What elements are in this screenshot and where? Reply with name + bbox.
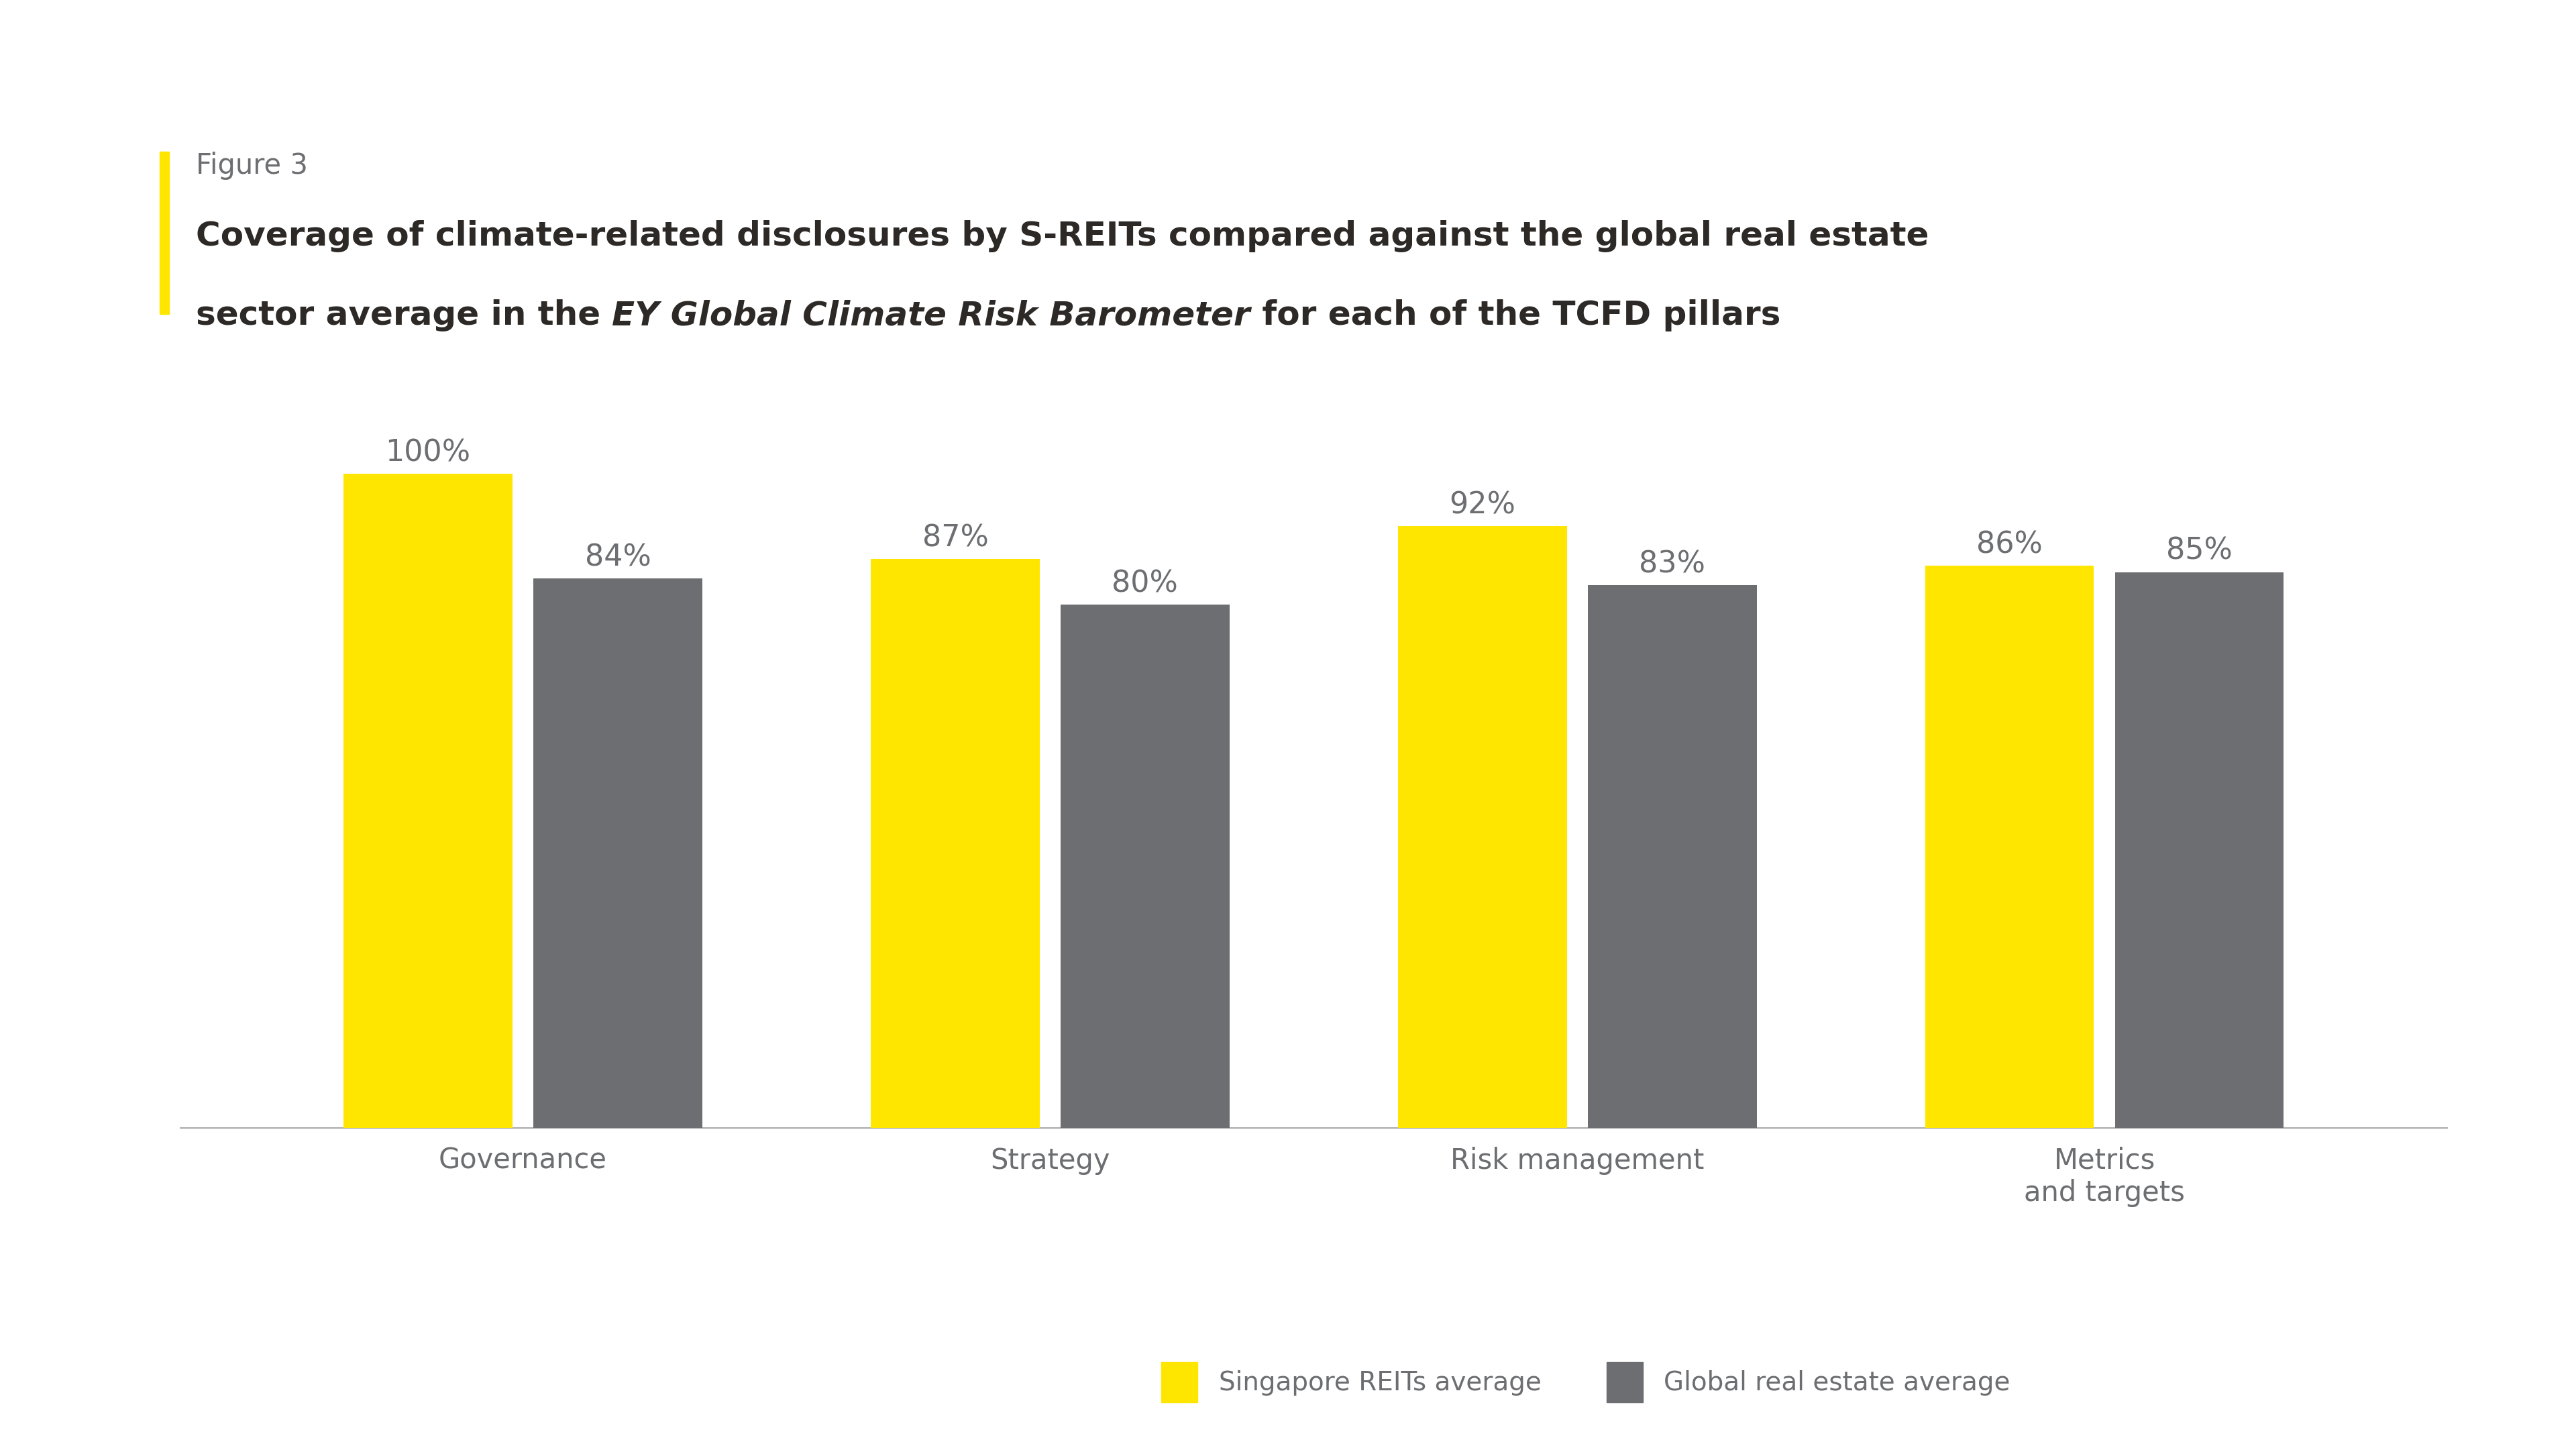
- Bar: [343, 474, 513, 1128]
- Text: 83%: 83%: [1638, 549, 1705, 578]
- Text: 85%: 85%: [2166, 536, 2233, 565]
- Bar: [1587, 586, 1757, 1128]
- Text: 84%: 84%: [585, 544, 652, 573]
- Legend: Singapore REITs average, Global real estate average: Singapore REITs average, Global real est…: [1151, 1352, 2020, 1413]
- Text: 92%: 92%: [1450, 492, 1515, 519]
- Text: Figure 3: Figure 3: [196, 152, 307, 179]
- Bar: [2115, 573, 2285, 1128]
- Text: 80%: 80%: [1113, 570, 1177, 599]
- Bar: [533, 578, 703, 1128]
- Text: Coverage of climate-related disclosures by S-REITs compared against the global r: Coverage of climate-related disclosures …: [196, 220, 1929, 252]
- Text: EY Global Climate Risk Barometer: EY Global Climate Risk Barometer: [613, 299, 1249, 331]
- Text: sector average in the: sector average in the: [196, 299, 613, 331]
- Bar: [1061, 604, 1229, 1128]
- Bar: [1399, 526, 1566, 1128]
- Bar: [1924, 565, 2094, 1128]
- Text: 86%: 86%: [1976, 531, 2043, 560]
- Text: 87%: 87%: [922, 523, 989, 552]
- Text: for each of the TCFD pillars: for each of the TCFD pillars: [1249, 299, 1780, 331]
- Bar: [871, 560, 1041, 1128]
- Text: 100%: 100%: [386, 438, 471, 467]
